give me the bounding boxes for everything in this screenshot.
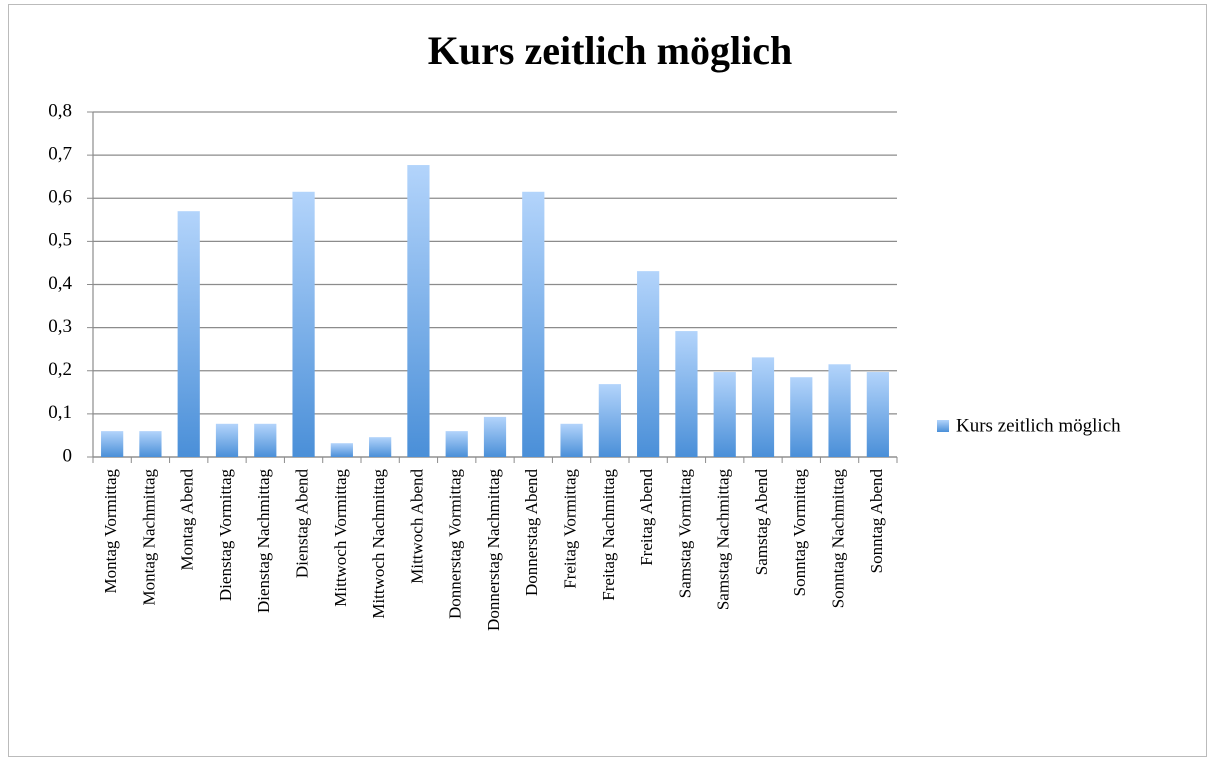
bar [101,431,124,457]
y-tick-label: 0,1 [48,402,72,423]
bar [522,191,545,457]
bar [483,416,507,457]
x-tick-label: Samstag Vormittag [675,469,694,599]
x-tick-label: Dienstag Vormittag [216,469,235,602]
y-tick-label: 0 [63,445,73,466]
bar [751,357,775,457]
x-tick-label: Donnerstag Nachmittag [484,469,503,631]
x-tick-label: Montag Nachmittag [139,469,158,606]
y-tick-label: 0,3 [48,316,72,337]
bar [560,423,583,457]
x-tick-label: Freitag Nachmittag [599,469,618,601]
bar [330,443,353,457]
bar [292,191,315,457]
bar [215,423,239,457]
x-tick-label: Donnerstag Abend [522,469,541,597]
bar [445,431,468,457]
x-tick-label: Montag Vormittag [101,469,120,594]
x-tick-label: Sonntag Nachmittag [828,469,847,609]
x-tick-label: Samstag Abend [752,469,771,576]
x-tick-label: Dienstag Nachmittag [254,469,273,613]
bar [866,372,889,457]
bar [828,364,851,457]
bar [637,271,660,457]
x-tick-label: Freitag Vormittag [560,469,579,589]
x-tick-label: Mittwoch Abend [407,469,426,584]
bar [407,165,430,457]
y-tick-label: 0,4 [48,273,72,294]
legend-swatch [937,420,949,432]
x-tick-label: Montag Abend [178,469,197,571]
x-tick-label: Sonntag Vormittag [790,469,809,597]
x-tick-label: Donnerstag Vormittag [446,469,465,619]
bar [369,437,392,457]
x-tick-label: Mittwoch Vormittag [331,469,350,607]
y-tick-label: 0,2 [48,359,72,380]
bar [177,211,200,457]
x-tick-label: Freitag Abend [637,469,656,566]
legend-label: Kurs zeitlich möglich [956,415,1121,436]
y-tick-label: 0,6 [48,187,72,208]
chart-title: Kurs zeitlich möglich [428,28,792,73]
chart-frame [8,4,1207,757]
bar [598,384,621,457]
x-tick-label: Mittwoch Nachmittag [369,469,388,619]
x-tick-label: Dienstag Abend [292,469,311,579]
bar [713,372,736,457]
x-tick-label: Sonntag Abend [867,469,886,574]
y-tick-label: 0,5 [48,230,72,251]
bar [254,423,277,457]
y-tick-label: 0,8 [48,100,72,121]
x-tick-label: Samstag Nachmittag [714,469,733,611]
bar [139,431,162,457]
bar [790,377,813,457]
y-tick-label: 0,7 [48,143,72,164]
bar [675,331,698,457]
